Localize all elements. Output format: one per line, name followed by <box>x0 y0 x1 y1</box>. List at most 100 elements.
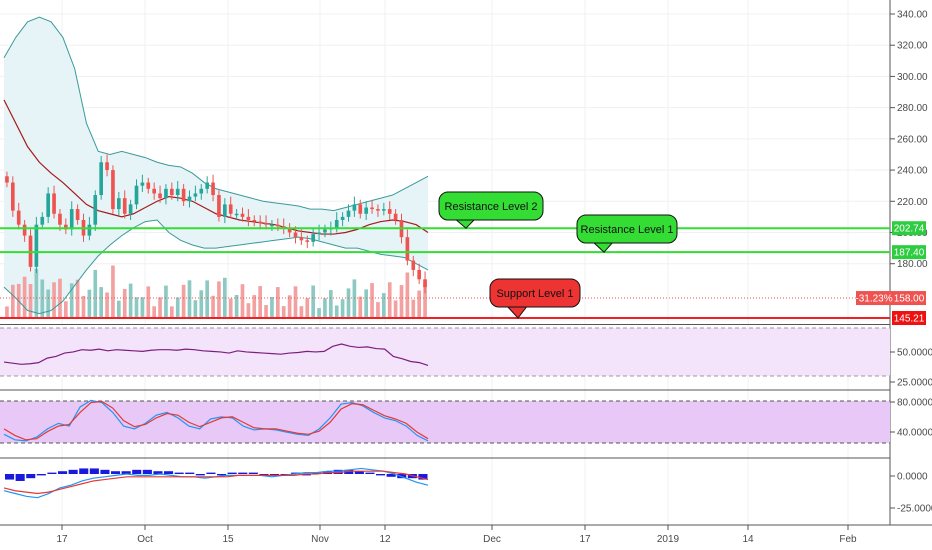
candle-body[interactable] <box>264 223 268 225</box>
candle-body[interactable] <box>58 213 62 225</box>
callout-annotations[interactable]: Resistance Level 2 Resistance Level 1 Supp… <box>438 191 678 319</box>
price-tag-box <box>892 221 926 236</box>
candle-body[interactable] <box>352 204 357 211</box>
candle-body[interactable] <box>364 207 368 214</box>
macd-histogram-bar <box>5 474 15 480</box>
candle-body[interactable] <box>69 209 74 230</box>
volume-bar <box>329 290 333 318</box>
candle-body[interactable] <box>175 188 180 196</box>
chart-grid <box>0 0 890 525</box>
time-axis-label: 17 <box>56 534 68 545</box>
candle-body[interactable] <box>181 188 186 202</box>
candle-body[interactable] <box>334 220 339 228</box>
callout-box[interactable] <box>489 278 581 308</box>
candle-body[interactable] <box>417 269 421 280</box>
candle-body[interactable] <box>34 224 39 267</box>
candle-body[interactable] <box>311 234 315 242</box>
candle-body[interactable] <box>187 196 192 202</box>
candle-body[interactable] <box>170 188 174 196</box>
candle-body[interactable] <box>376 209 380 211</box>
time-axis-label: Dec <box>483 534 501 545</box>
candle-body[interactable] <box>293 232 298 238</box>
candle-body[interactable] <box>11 182 15 211</box>
volume-bar <box>228 298 233 318</box>
candle-body[interactable] <box>122 198 127 214</box>
candlestick-series[interactable] <box>5 154 427 294</box>
candle-body[interactable] <box>340 216 345 221</box>
candle-body[interactable] <box>64 224 68 230</box>
candle-body[interactable] <box>382 209 386 211</box>
candle-body[interactable] <box>393 213 398 221</box>
candle-body[interactable] <box>323 229 327 233</box>
volume-bar <box>358 296 363 318</box>
candle-body[interactable] <box>299 237 304 241</box>
candle-body[interactable] <box>164 188 168 199</box>
candle-body[interactable] <box>423 279 427 288</box>
candle-body[interactable] <box>5 176 9 183</box>
volume-bar <box>105 292 109 318</box>
volume-bar <box>217 281 221 318</box>
candle-body[interactable] <box>52 193 56 214</box>
candle-body[interactable] <box>217 195 221 217</box>
candle-body[interactable] <box>99 162 103 196</box>
candle-body[interactable] <box>93 195 98 225</box>
candle-body[interactable] <box>276 224 280 227</box>
candle-body[interactable] <box>199 188 204 194</box>
candle-body[interactable] <box>75 209 80 221</box>
candle-body[interactable] <box>46 193 50 217</box>
macd-histogram-bar <box>132 469 142 474</box>
candle-body[interactable] <box>270 224 274 227</box>
candle-body[interactable] <box>140 182 145 186</box>
candle-body[interactable] <box>223 204 227 217</box>
candle-body[interactable] <box>246 216 251 221</box>
candle-body[interactable] <box>111 170 115 210</box>
macd-histogram-bar <box>185 472 195 474</box>
candle-body[interactable] <box>228 204 233 214</box>
callout-box[interactable] <box>576 214 678 244</box>
volume-bar <box>270 297 274 318</box>
candle-body[interactable] <box>252 220 257 222</box>
candle-body[interactable] <box>105 162 109 171</box>
candle-body[interactable] <box>134 185 139 205</box>
stoch-band-fill <box>0 401 890 443</box>
candle-body[interactable] <box>346 210 351 217</box>
horizontal-levels[interactable] <box>0 227 890 319</box>
candle-body[interactable] <box>146 182 151 189</box>
candle-body[interactable] <box>16 210 21 225</box>
candle-body[interactable] <box>305 240 310 242</box>
candle-body[interactable] <box>22 224 27 236</box>
indicator-axis-label: 50.0000 <box>897 348 932 359</box>
candle-body[interactable] <box>358 204 363 214</box>
price-axis-labels[interactable]: 340.00 320.00 300.00 280.00 260.00 240.00 220.… <box>890 10 932 515</box>
volume-bar <box>399 285 404 318</box>
candle-body[interactable] <box>287 227 292 233</box>
candle-body[interactable] <box>281 226 286 228</box>
volume-bar <box>223 277 227 318</box>
volume-bar <box>376 302 380 318</box>
callout-box[interactable] <box>438 191 544 221</box>
candle-body[interactable] <box>87 224 92 236</box>
candle-body[interactable] <box>152 188 156 194</box>
candle-body[interactable] <box>370 207 374 210</box>
volume-bar <box>246 303 251 318</box>
candle-body[interactable] <box>411 260 416 270</box>
macd-histogram-bar <box>238 472 248 474</box>
candle-body[interactable] <box>234 213 239 216</box>
candle-body[interactable] <box>240 213 245 217</box>
candle-body[interactable] <box>128 204 133 214</box>
time-axis-labels[interactable]: 17 Oct 15 Nov 12 Dec 17 2019 14 Feb <box>56 525 857 545</box>
candle-body[interactable] <box>158 193 162 199</box>
candle-body[interactable] <box>405 237 410 261</box>
candle-body[interactable] <box>258 221 262 224</box>
candle-body[interactable] <box>117 198 121 210</box>
volume-bar <box>87 289 92 318</box>
candle-body[interactable] <box>317 232 321 235</box>
candle-body[interactable] <box>205 182 209 189</box>
rsi-band-fill <box>0 328 890 376</box>
volume-bar <box>117 300 121 318</box>
candle-body[interactable] <box>40 216 45 225</box>
candle-body[interactable] <box>211 182 215 196</box>
candle-body[interactable] <box>387 209 392 214</box>
candle-body[interactable] <box>193 193 198 197</box>
